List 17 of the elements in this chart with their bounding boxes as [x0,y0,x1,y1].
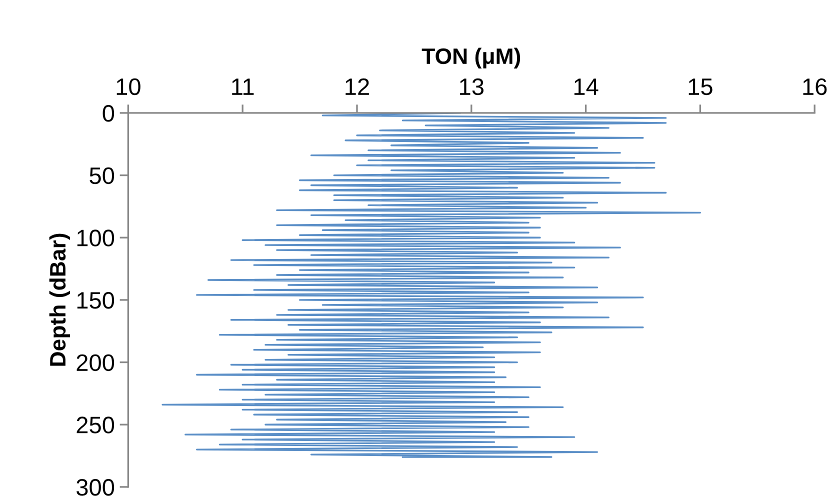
y-tick-label: 50 [90,167,114,184]
x-tick-label: 14 [574,78,598,95]
x-tick-label: 11 [232,78,254,95]
y-tick-label: 250 [76,416,114,434]
y-tick-label: 100 [77,230,114,246]
y-tick-label: 300 [76,479,114,496]
x-tick-label: 16 [803,78,827,96]
x-axis-title: TON (μM) [422,48,520,68]
x-tick-label: 12 [346,78,369,95]
y-tick-label: 150 [77,292,114,309]
x-tick-label: 15 [688,78,712,96]
y-tick-label: 0 [102,105,114,122]
line-series [162,112,702,458]
y-tick-label: 200 [76,354,114,372]
x-tick-label: 13 [460,78,484,96]
x-tick-label: 10 [116,78,140,96]
y-axis-title: Depth (dBar) [49,234,70,366]
